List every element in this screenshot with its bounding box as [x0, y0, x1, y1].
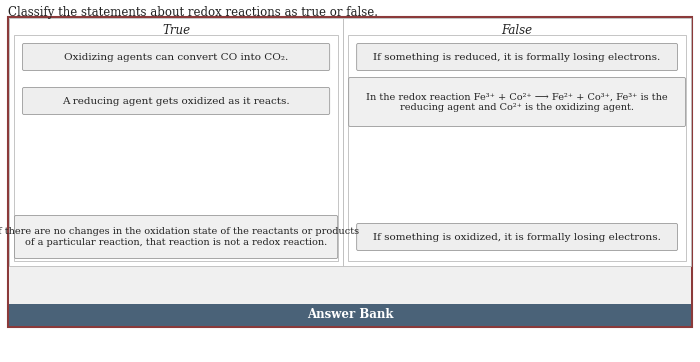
Text: True: True	[162, 24, 190, 37]
FancyBboxPatch shape	[22, 88, 330, 114]
Text: Classify the statements about redox reactions as true or false.: Classify the statements about redox reac…	[8, 6, 378, 19]
FancyBboxPatch shape	[343, 18, 691, 266]
Text: If something is oxidized, it is formally losing electrons.: If something is oxidized, it is formally…	[373, 232, 661, 241]
FancyBboxPatch shape	[357, 43, 678, 71]
FancyBboxPatch shape	[348, 35, 686, 261]
Text: False: False	[501, 24, 533, 37]
FancyBboxPatch shape	[9, 304, 691, 326]
FancyBboxPatch shape	[14, 35, 338, 261]
FancyBboxPatch shape	[9, 18, 343, 266]
Text: A reducing agent gets oxidized as it reacts.: A reducing agent gets oxidized as it rea…	[62, 97, 290, 105]
FancyBboxPatch shape	[349, 77, 685, 126]
FancyBboxPatch shape	[15, 215, 337, 258]
Text: If something is reduced, it is formally losing electrons.: If something is reduced, it is formally …	[374, 52, 661, 62]
FancyBboxPatch shape	[9, 266, 691, 304]
Text: In the redox reaction Fe³⁺ + Co²⁺ ⟶ Fe²⁺ + Co³⁺, Fe³⁺ is the
reducing agent and : In the redox reaction Fe³⁺ + Co²⁺ ⟶ Fe²⁺…	[366, 92, 668, 112]
FancyBboxPatch shape	[8, 17, 692, 327]
Text: If there are no changes in the oxidation state of the reactants or products
of a: If there are no changes in the oxidation…	[0, 227, 358, 247]
FancyBboxPatch shape	[22, 43, 330, 71]
FancyBboxPatch shape	[357, 223, 678, 251]
Text: Answer Bank: Answer Bank	[307, 308, 393, 321]
Text: Oxidizing agents can convert CO into CO₂.: Oxidizing agents can convert CO into CO₂…	[64, 52, 288, 62]
